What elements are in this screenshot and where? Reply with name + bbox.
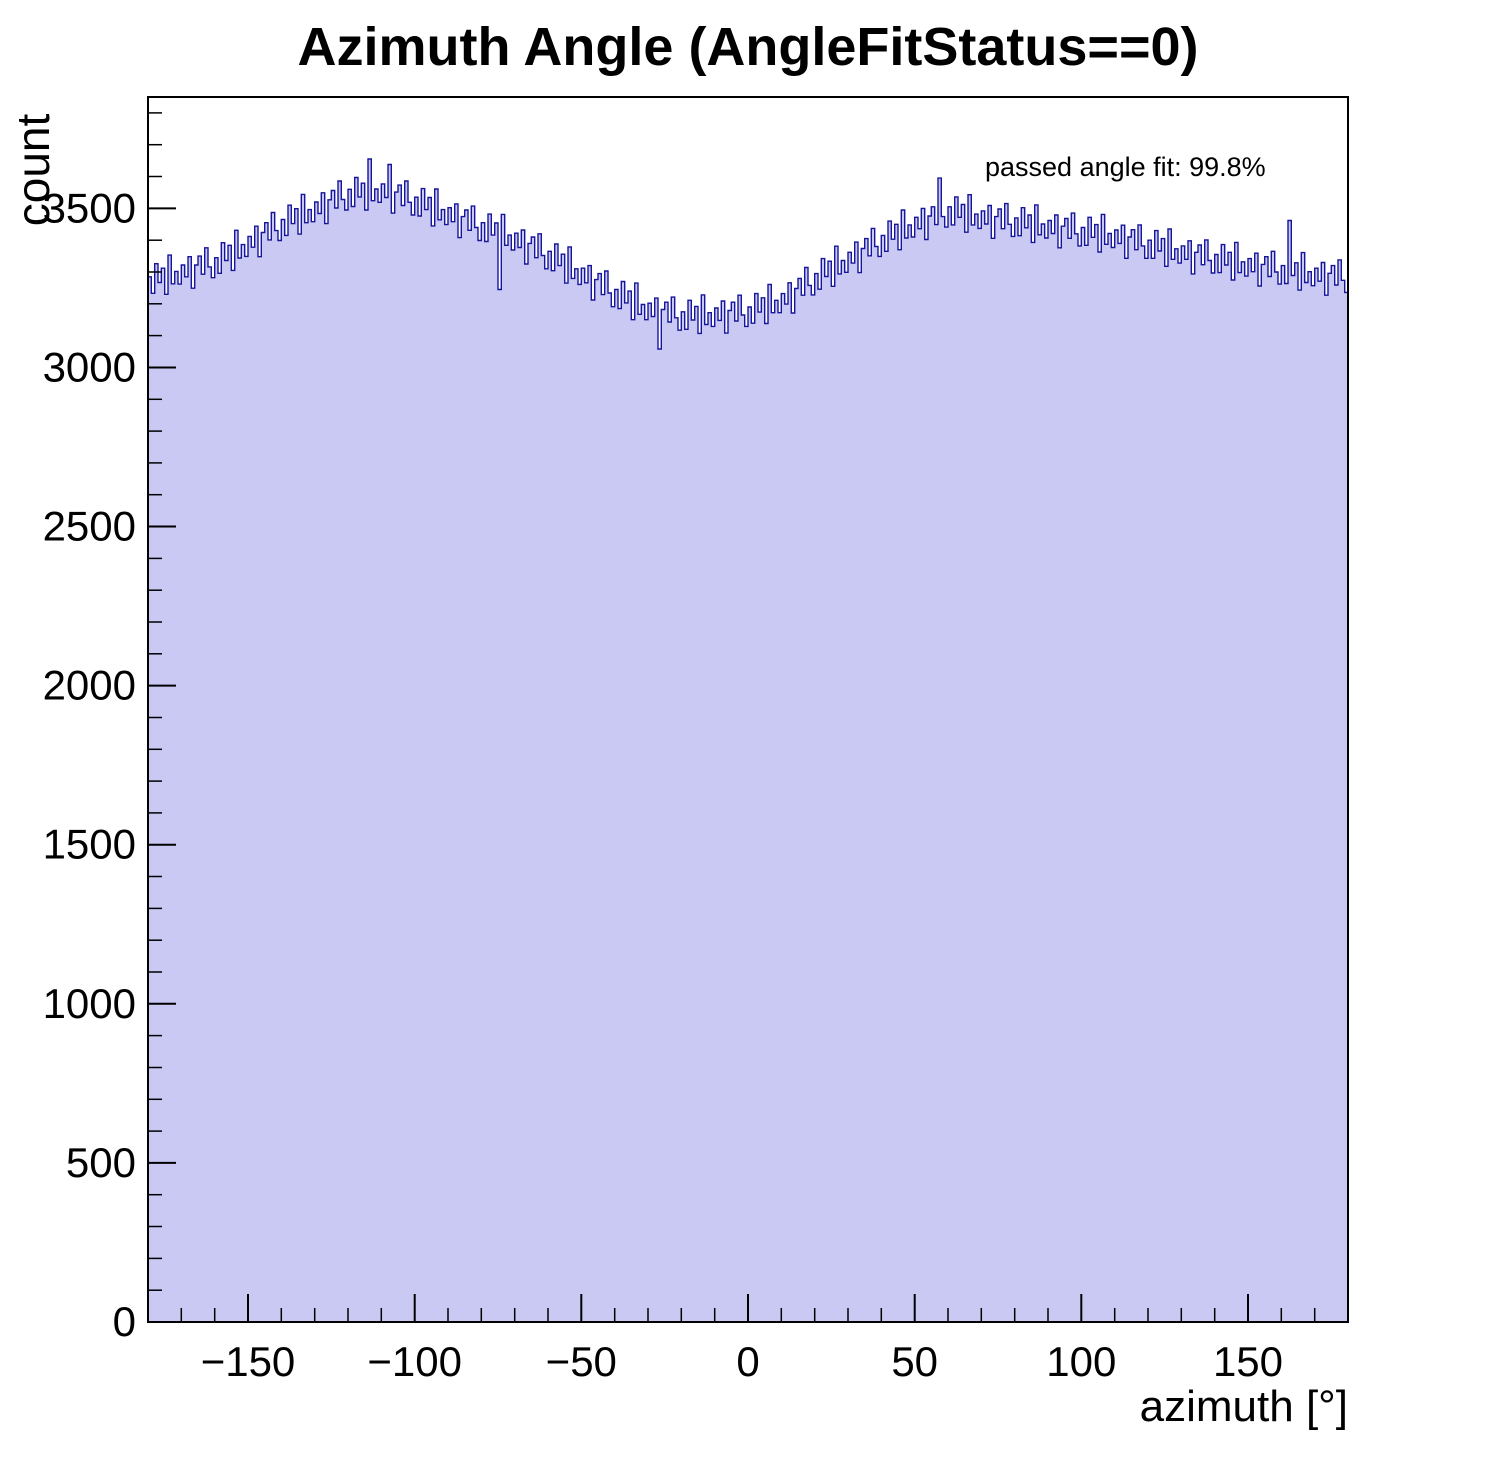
x-tick-label: −50 xyxy=(546,1338,617,1385)
x-tick-label: −100 xyxy=(367,1338,462,1385)
x-tick-label: −150 xyxy=(201,1338,296,1385)
passed-fit-annotation: passed angle fit: 99.8% xyxy=(985,152,1266,182)
y-tick-label: 1500 xyxy=(43,821,136,868)
y-tick-label: 3500 xyxy=(43,184,136,231)
y-tick-label: 3000 xyxy=(43,344,136,391)
y-tick-label: 1000 xyxy=(43,980,136,1027)
y-tick-label: 0 xyxy=(113,1298,136,1345)
y-tick-label: 500 xyxy=(66,1139,136,1186)
x-tick-label: 50 xyxy=(891,1338,938,1385)
x-axis-title: azimuth [°] xyxy=(1139,1382,1348,1431)
x-tick-label: 150 xyxy=(1213,1338,1283,1385)
y-tick-label: 2000 xyxy=(43,662,136,709)
y-tick-label: 2500 xyxy=(43,503,136,550)
chart-title: Azimuth Angle (AngleFitStatus==0) xyxy=(297,17,1199,77)
x-tick-label: 100 xyxy=(1046,1338,1116,1385)
histogram-series xyxy=(147,158,1349,1323)
x-tick-label: 0 xyxy=(736,1338,759,1385)
